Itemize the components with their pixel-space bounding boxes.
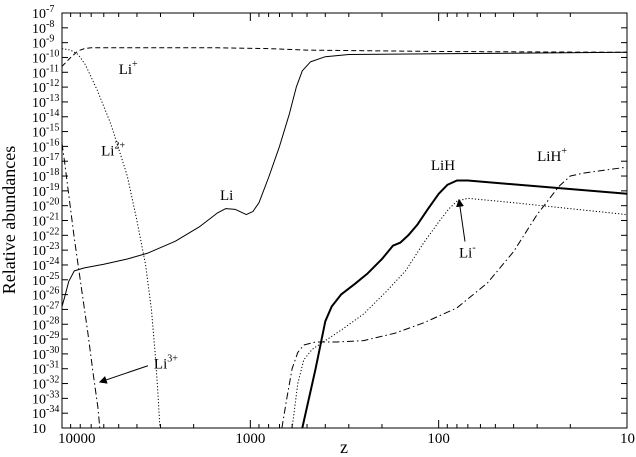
annotation-lih: LiH <box>431 158 455 174</box>
series-line-lih <box>301 179 627 428</box>
annotation-arrow-li3plus <box>98 365 149 384</box>
annotation-liminus: Li- <box>459 243 476 262</box>
annotation-li: Li <box>220 188 233 204</box>
series-line-li <box>62 51 627 307</box>
tick-layer: 10-710-810-910-1010-1110-1210-1310-1410-… <box>32 4 635 447</box>
annotation-liplus: Li+ <box>119 59 138 78</box>
y-axis-label: Relative abundances <box>0 146 19 294</box>
annotation-lihplus: LiH+ <box>537 146 567 165</box>
series-line-li2plus <box>62 48 161 428</box>
series-line-liplus <box>62 47 627 67</box>
series-line-li3plus <box>62 143 101 428</box>
y-tick-label: 10 <box>32 422 46 437</box>
y-tick-label: 10-34 <box>32 404 59 422</box>
x-tick-label: 10000 <box>58 431 96 447</box>
annotation-layer: Li+ Li2+ Li LiH LiH+ Li- Li3+ <box>98 59 567 384</box>
annotation-li3plus: Li3+ <box>154 354 178 373</box>
series-layer <box>62 47 627 428</box>
series-line-liminus <box>291 197 627 428</box>
series-line-lihplus <box>281 166 627 428</box>
x-axis-label: z <box>340 437 348 457</box>
annotation-arrow-liminus <box>456 198 466 242</box>
x-tick-label: 100 <box>427 431 450 447</box>
annotation-li2plus: Li2+ <box>101 140 125 159</box>
x-tick-label: 10 <box>620 431 635 447</box>
x-tick-label: 1000 <box>235 431 265 447</box>
plot-area: 10-710-810-910-1010-1110-1210-1310-1410-… <box>32 4 635 447</box>
